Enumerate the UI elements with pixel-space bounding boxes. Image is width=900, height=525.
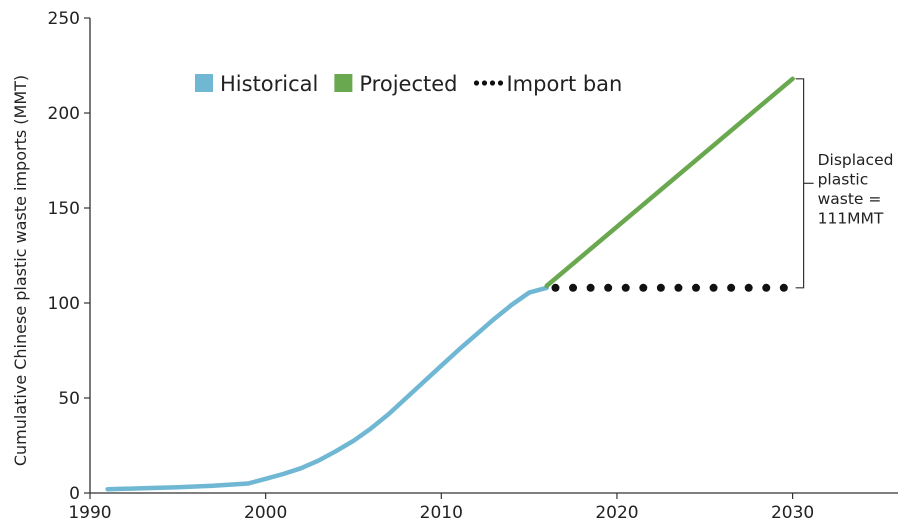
legend-swatch-dots <box>497 80 504 86</box>
import-ban-dot <box>744 283 753 292</box>
annotation-line: 111MMT <box>818 210 884 228</box>
import-ban-dot <box>674 283 683 292</box>
y-tick-label: 100 <box>48 294 80 314</box>
annotation-line: plastic <box>818 171 869 189</box>
import-ban-dot <box>604 283 613 292</box>
import-ban-dot <box>551 283 560 292</box>
legend-swatch <box>334 74 353 92</box>
import-ban-dot <box>692 283 700 292</box>
projected-series-line <box>544 76 795 289</box>
import-ban-dot <box>656 283 665 292</box>
import-ban-dot <box>779 283 788 292</box>
x-tick-label: 2010 <box>420 503 463 523</box>
import-ban-dot <box>621 283 630 292</box>
x-tick-label: 2030 <box>771 503 814 523</box>
annotation-line: waste = <box>818 190 882 208</box>
x-tick-label: 2020 <box>595 503 638 523</box>
legend-label: Projected <box>359 72 457 96</box>
axes <box>89 18 898 494</box>
bracket-line <box>795 78 805 289</box>
y-tick-label: 250 <box>48 9 80 29</box>
annotation-line: Displaced <box>818 151 894 169</box>
import-ban-dot <box>569 283 578 292</box>
displaced-bracket <box>795 78 814 289</box>
legend-swatch-dots <box>473 80 480 86</box>
y-tick-label: 0 <box>69 484 80 504</box>
import-ban-dot <box>727 283 736 292</box>
y-tick-label: 150 <box>48 199 80 219</box>
legend-label: Import ban <box>506 72 622 96</box>
import-ban-dot <box>709 283 718 292</box>
y-tick-label: 50 <box>58 389 80 409</box>
x-tick-labels: 1990 2000 2010 2020 2030 <box>68 493 814 523</box>
legend-swatch-dots <box>481 80 488 86</box>
legend-label: Historical <box>220 72 318 96</box>
import-ban-dot <box>639 283 648 292</box>
series-group <box>105 76 795 492</box>
import-ban-dot <box>586 283 595 292</box>
y-axis-label: Cumulative Chinese plastic waste imports… <box>11 75 30 466</box>
historical-series-line <box>105 285 549 492</box>
y-tick-labels: 0 50 100 150 200 250 <box>48 9 90 504</box>
import-ban-dot <box>762 283 771 292</box>
legend-swatch <box>195 74 213 92</box>
x-tick-label: 2000 <box>244 503 287 523</box>
legend-swatch-dots <box>489 80 496 86</box>
y-tick-label: 200 <box>48 104 80 124</box>
legend: Historical Projected Import ban <box>195 72 622 96</box>
x-tick-label: 1990 <box>68 503 111 523</box>
